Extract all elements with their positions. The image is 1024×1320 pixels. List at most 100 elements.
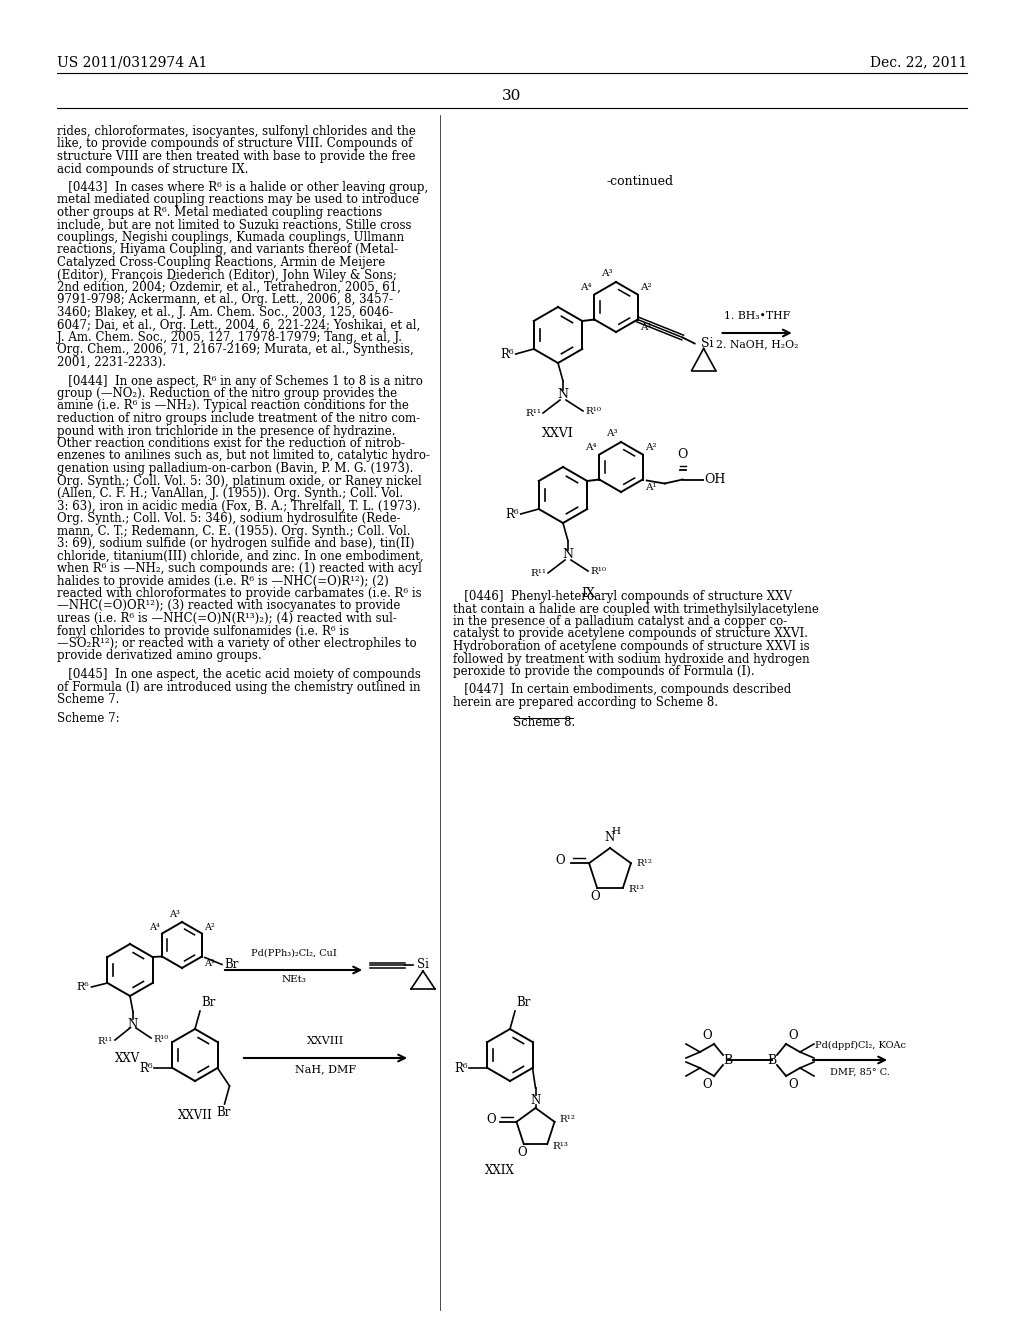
Text: B: B <box>767 1053 776 1067</box>
Text: 3: 69), sodium sulfide (or hydrogen sulfide and base), tin(II): 3: 69), sodium sulfide (or hydrogen sulf… <box>57 537 415 550</box>
Text: XXIX: XXIX <box>485 1164 515 1177</box>
Text: metal mediated coupling reactions may be used to introduce: metal mediated coupling reactions may be… <box>57 194 419 206</box>
Text: A²: A² <box>204 923 215 932</box>
Text: 9791-9798; Ackermann, et al., Org. Lett., 2006, 8, 3457-: 9791-9798; Ackermann, et al., Org. Lett.… <box>57 293 393 306</box>
Text: A³: A³ <box>601 269 613 279</box>
Text: R¹¹: R¹¹ <box>530 569 546 578</box>
Text: IX: IX <box>581 587 595 601</box>
Text: XXVII: XXVII <box>177 1109 212 1122</box>
Text: pound with iron trichloride in the presence of hydrazine.: pound with iron trichloride in the prese… <box>57 425 395 437</box>
Text: DMF, 85° C.: DMF, 85° C. <box>830 1068 890 1077</box>
Text: —SO₂R¹²); or reacted with a variety of other electrophiles to: —SO₂R¹²); or reacted with a variety of o… <box>57 638 417 649</box>
Text: peroxide to provide the compounds of Formula (I).: peroxide to provide the compounds of For… <box>453 665 755 678</box>
Text: O: O <box>486 1113 497 1126</box>
Text: A⁴: A⁴ <box>585 442 596 451</box>
Text: R⁶: R⁶ <box>500 347 514 360</box>
Text: A⁴: A⁴ <box>150 923 160 932</box>
Text: A²: A² <box>640 282 651 292</box>
Text: O: O <box>555 854 565 867</box>
Text: group (—NO₂). Reduction of the nitro group provides the: group (—NO₂). Reduction of the nitro gro… <box>57 387 397 400</box>
Text: halides to provide amides (i.e. R⁶ is —NHC(=O)R¹²); (2): halides to provide amides (i.e. R⁶ is —N… <box>57 574 389 587</box>
Text: R¹³: R¹³ <box>629 886 645 894</box>
Text: Other reaction conditions exist for the reduction of nitrob-: Other reaction conditions exist for the … <box>57 437 406 450</box>
Text: followed by treatment with sodium hydroxide and hydrogen: followed by treatment with sodium hydrox… <box>453 652 810 665</box>
Text: R⁶: R⁶ <box>77 982 89 993</box>
Text: that contain a halide are coupled with trimethylsilylacetylene: that contain a halide are coupled with t… <box>453 602 819 615</box>
Text: XXVIII: XXVIII <box>307 1036 344 1045</box>
Text: A⁴: A⁴ <box>580 282 591 292</box>
Text: Scheme 7.: Scheme 7. <box>57 693 120 706</box>
Text: Br: Br <box>201 997 215 1008</box>
Text: H: H <box>611 828 620 836</box>
Text: O: O <box>788 1030 798 1041</box>
Text: herein are prepared according to Scheme 8.: herein are prepared according to Scheme … <box>453 696 718 709</box>
Text: Hydroboration of acetylene compounds of structure XXVI is: Hydroboration of acetylene compounds of … <box>453 640 810 653</box>
Text: R⁶: R⁶ <box>139 1061 153 1074</box>
Text: [0445]  In one aspect, the acetic acid moiety of compounds: [0445] In one aspect, the acetic acid mo… <box>57 668 421 681</box>
Text: B: B <box>723 1053 732 1067</box>
Text: fonyl chlorides to provide sulfonamides (i.e. R⁶ is: fonyl chlorides to provide sulfonamides … <box>57 624 349 638</box>
Text: Org. Synth.; Coll. Vol. 5: 30), platinum oxide, or Raney nickel: Org. Synth.; Coll. Vol. 5: 30), platinum… <box>57 474 422 487</box>
Text: -continued: -continued <box>606 176 674 187</box>
Text: enzenes to anilines such as, but not limited to, catalytic hydro-: enzenes to anilines such as, but not lim… <box>57 450 430 462</box>
Text: 30: 30 <box>503 88 521 103</box>
Text: Pd(dppf)Cl₂, KOAc: Pd(dppf)Cl₂, KOAc <box>815 1041 906 1049</box>
Text: A²: A² <box>645 442 656 451</box>
Text: Org. Synth.; Coll. Vol. 5: 346), sodium hydrosulfite (Rede-: Org. Synth.; Coll. Vol. 5: 346), sodium … <box>57 512 400 525</box>
Text: R¹⁰: R¹⁰ <box>153 1035 168 1044</box>
Text: 1. BH₃•THF: 1. BH₃•THF <box>724 312 791 321</box>
Text: N: N <box>562 549 573 561</box>
Text: A¹: A¹ <box>204 958 215 968</box>
Text: [0447]  In certain embodiments, compounds described: [0447] In certain embodiments, compounds… <box>453 684 792 697</box>
Text: R⁶: R⁶ <box>505 507 519 520</box>
Text: US 2011/0312974 A1: US 2011/0312974 A1 <box>57 55 208 69</box>
Text: (Allen, C. F. H.; VanAllan, J. (1955)). Org. Synth.; Coll. Vol.: (Allen, C. F. H.; VanAllan, J. (1955)). … <box>57 487 403 500</box>
Text: Br: Br <box>516 997 530 1008</box>
Text: [0444]  In one aspect, R⁶ in any of Schemes 1 to 8 is a nitro: [0444] In one aspect, R⁶ in any of Schem… <box>57 375 423 388</box>
Text: R¹⁰: R¹⁰ <box>590 568 606 577</box>
Text: provide derivatized amino groups.: provide derivatized amino groups. <box>57 649 261 663</box>
Text: O: O <box>678 449 688 462</box>
Text: XXV: XXV <box>116 1052 140 1065</box>
Text: A¹: A¹ <box>640 322 651 331</box>
Text: catalyst to provide acetylene compounds of structure XXVI.: catalyst to provide acetylene compounds … <box>453 627 808 640</box>
Text: reactions, Hiyama Coupling, and variants thereof (Metal-: reactions, Hiyama Coupling, and variants… <box>57 243 398 256</box>
Text: Br: Br <box>216 1106 230 1119</box>
Text: Catalyzed Cross-Coupling Reactions, Armin de Meijere: Catalyzed Cross-Coupling Reactions, Armi… <box>57 256 385 269</box>
Text: 6047; Dai, et al., Org. Lett., 2004, 6, 221-224; Yoshikai, et al,: 6047; Dai, et al., Org. Lett., 2004, 6, … <box>57 318 420 331</box>
Text: Dec. 22, 2011: Dec. 22, 2011 <box>869 55 967 69</box>
Text: Scheme 8.: Scheme 8. <box>513 717 575 730</box>
Text: Br: Br <box>224 958 239 972</box>
Text: like, to provide compounds of structure VIII. Compounds of: like, to provide compounds of structure … <box>57 137 413 150</box>
Text: J. Am. Chem. Soc., 2005, 127, 17978-17979; Tang, et al, J.: J. Am. Chem. Soc., 2005, 127, 17978-1797… <box>57 331 402 345</box>
Text: reduction of nitro groups include treatment of the nitro com-: reduction of nitro groups include treatm… <box>57 412 420 425</box>
Text: R⁶: R⁶ <box>454 1061 468 1074</box>
Text: in the presence of a palladium catalyst and a copper co-: in the presence of a palladium catalyst … <box>453 615 787 628</box>
Text: N: N <box>128 1018 138 1031</box>
Text: 2. NaOH, H₂O₂: 2. NaOH, H₂O₂ <box>716 339 799 348</box>
Text: R¹²: R¹² <box>559 1115 575 1125</box>
Text: rides, chloroformates, isocyantes, sulfonyl chlorides and the: rides, chloroformates, isocyantes, sulfo… <box>57 125 416 139</box>
Text: mann, C. T.; Redemann, C. E. (1955). Org. Synth.; Coll. Vol.: mann, C. T.; Redemann, C. E. (1955). Org… <box>57 524 411 537</box>
Text: A³: A³ <box>169 909 180 919</box>
Text: O: O <box>702 1078 712 1092</box>
Text: couplings, Negishi couplings, Kumada couplings, Ullmann: couplings, Negishi couplings, Kumada cou… <box>57 231 404 244</box>
Text: XXVI: XXVI <box>542 426 573 440</box>
Text: include, but are not limited to Suzuki reactions, Stille cross: include, but are not limited to Suzuki r… <box>57 219 412 231</box>
Text: R¹²: R¹² <box>637 859 653 867</box>
Text: ureas (i.e. R⁶ is —NHC(=O)N(R¹³)₂); (4) reacted with sul-: ureas (i.e. R⁶ is —NHC(=O)N(R¹³)₂); (4) … <box>57 612 397 624</box>
Text: N: N <box>605 832 615 843</box>
Text: R¹¹: R¹¹ <box>98 1036 113 1045</box>
Text: other groups at R⁶. Metal mediated coupling reactions: other groups at R⁶. Metal mediated coupl… <box>57 206 382 219</box>
Text: structure VIII are then treated with base to provide the free: structure VIII are then treated with bas… <box>57 150 416 162</box>
Text: acid compounds of structure IX.: acid compounds of structure IX. <box>57 162 249 176</box>
Text: Pd(PPh₃)₂Cl₂, CuI: Pd(PPh₃)₂Cl₂, CuI <box>251 949 337 958</box>
Text: O: O <box>590 890 600 903</box>
Text: Scheme 7:: Scheme 7: <box>57 711 120 725</box>
Text: N: N <box>530 1093 541 1106</box>
Text: Si: Si <box>417 958 429 972</box>
Text: 2001, 2231-2233).: 2001, 2231-2233). <box>57 356 166 370</box>
Text: genation using palladium-on-carbon (Bavin, P. M. G. (1973).: genation using palladium-on-carbon (Bavi… <box>57 462 414 475</box>
Text: N: N <box>557 388 568 401</box>
Text: NEt₃: NEt₃ <box>281 975 306 983</box>
